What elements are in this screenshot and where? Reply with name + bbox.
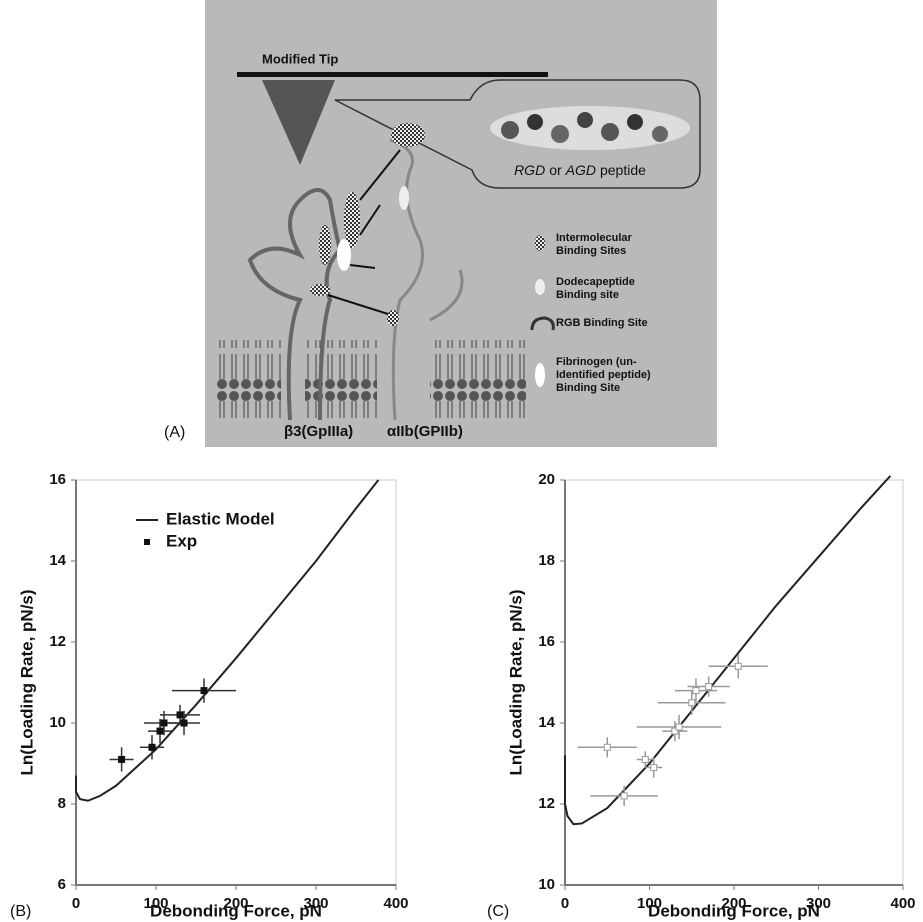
peptide-word: AGD [565, 162, 596, 178]
y-axis-label: Ln(Loading Rate, pN/s) [506, 589, 525, 775]
alpha-subunit [389, 138, 464, 421]
data-point [603, 743, 611, 751]
data-point [688, 699, 696, 707]
legend-text: Binding Site [556, 382, 620, 394]
legend-icon [535, 279, 545, 295]
data-point [620, 792, 628, 800]
fibrinogen-site [337, 239, 351, 271]
binding-site [344, 192, 360, 248]
legend-icon [530, 316, 555, 331]
model-line [75, 479, 380, 802]
subunit-label: αIIb(GPIIb) [387, 423, 463, 440]
x-tick-label: 0 [561, 895, 569, 912]
model-line [564, 475, 892, 826]
y-tick-label: 16 [49, 471, 66, 488]
tip-bar [237, 72, 548, 77]
data-point [650, 764, 658, 772]
x-tick-label: 300 [303, 895, 328, 912]
y-tick-label: 10 [49, 714, 66, 731]
data-point [671, 727, 679, 735]
data-point [118, 755, 126, 763]
data-point [180, 719, 188, 727]
legend-text: RGB Binding Site [556, 317, 648, 329]
legend-text: Binding Sites [556, 245, 626, 257]
y-tick-label: 14 [49, 552, 66, 569]
subunit-label: β3(GpIIIa) [284, 423, 353, 440]
y-tick-label: 12 [49, 633, 66, 650]
binding-site [310, 284, 330, 296]
y-tick-label: 18 [538, 552, 555, 569]
data-point [705, 683, 713, 691]
x-tick-label: 0 [72, 895, 80, 912]
y-tick-label: 6 [58, 876, 66, 893]
peptide-word: peptide [600, 162, 646, 178]
data-point [692, 687, 700, 695]
panel-label: (A) [164, 424, 185, 441]
data-point [176, 711, 184, 719]
x-tick-label: 100 [637, 895, 662, 912]
y-tick-label: 8 [58, 795, 66, 812]
arrows [327, 149, 401, 315]
plot-frame [564, 479, 904, 886]
panel-label: (B) [10, 903, 31, 920]
y-tick-label: 10 [538, 876, 555, 893]
y-tick-label: 16 [538, 633, 555, 650]
dodecapeptide-site [399, 186, 409, 210]
y-axis-label: Ln(Loading Rate, pN/s) [17, 589, 36, 775]
panel-a: RGD or AGD peptide Modified Tip Intermolecu… [205, 0, 717, 447]
legend-icon [535, 235, 545, 251]
data-point [156, 727, 164, 735]
membrane [215, 340, 281, 418]
data-point [148, 743, 156, 751]
binding-site [391, 123, 425, 147]
legend-label: Elastic Model [166, 509, 275, 528]
data-point [160, 719, 168, 727]
peptide-word: RGD [514, 162, 545, 178]
binding-site [387, 310, 399, 326]
x-axis-label: Debonding Force, pN [150, 901, 322, 920]
peptide-callout [334, 79, 701, 189]
membrane [430, 340, 526, 418]
peptide-label: RGD or AGD peptide [514, 162, 646, 178]
legend-text: Intermolecular [556, 232, 633, 244]
x-tick-label: 300 [806, 895, 831, 912]
legend-icon [535, 363, 545, 387]
tip-label: Modified Tip [262, 51, 338, 66]
y-tick-label: 14 [538, 714, 555, 731]
plot-frame [75, 479, 397, 886]
panel-label: (C) [487, 903, 509, 920]
legend-text: Fibrinogen (un- [556, 356, 637, 368]
membrane [305, 340, 377, 418]
x-tick-label: 100 [143, 895, 168, 912]
legend-text: Dodecapeptide [556, 276, 635, 288]
x-tick-label: 400 [890, 895, 915, 912]
x-tick-label: 400 [383, 895, 408, 912]
beta-subunit [247, 188, 343, 421]
y-tick-label: 12 [538, 795, 555, 812]
legend-marker [144, 539, 150, 545]
legend-label: Exp [166, 531, 197, 550]
x-tick-label: 200 [223, 895, 248, 912]
peptide-word: or [549, 162, 562, 178]
data-point [200, 687, 208, 695]
legend-text: Binding site [556, 289, 619, 301]
y-tick-label: 20 [538, 471, 555, 488]
data-point [641, 755, 649, 763]
peptide-molecule [490, 106, 690, 150]
legend-text: Identified peptide) [556, 369, 651, 381]
x-tick-label: 200 [721, 895, 746, 912]
data-point [734, 662, 742, 670]
x-axis-label: Debonding Force, pN [648, 901, 820, 920]
binding-site [319, 225, 331, 265]
tip [262, 80, 335, 165]
data-point [675, 723, 683, 731]
